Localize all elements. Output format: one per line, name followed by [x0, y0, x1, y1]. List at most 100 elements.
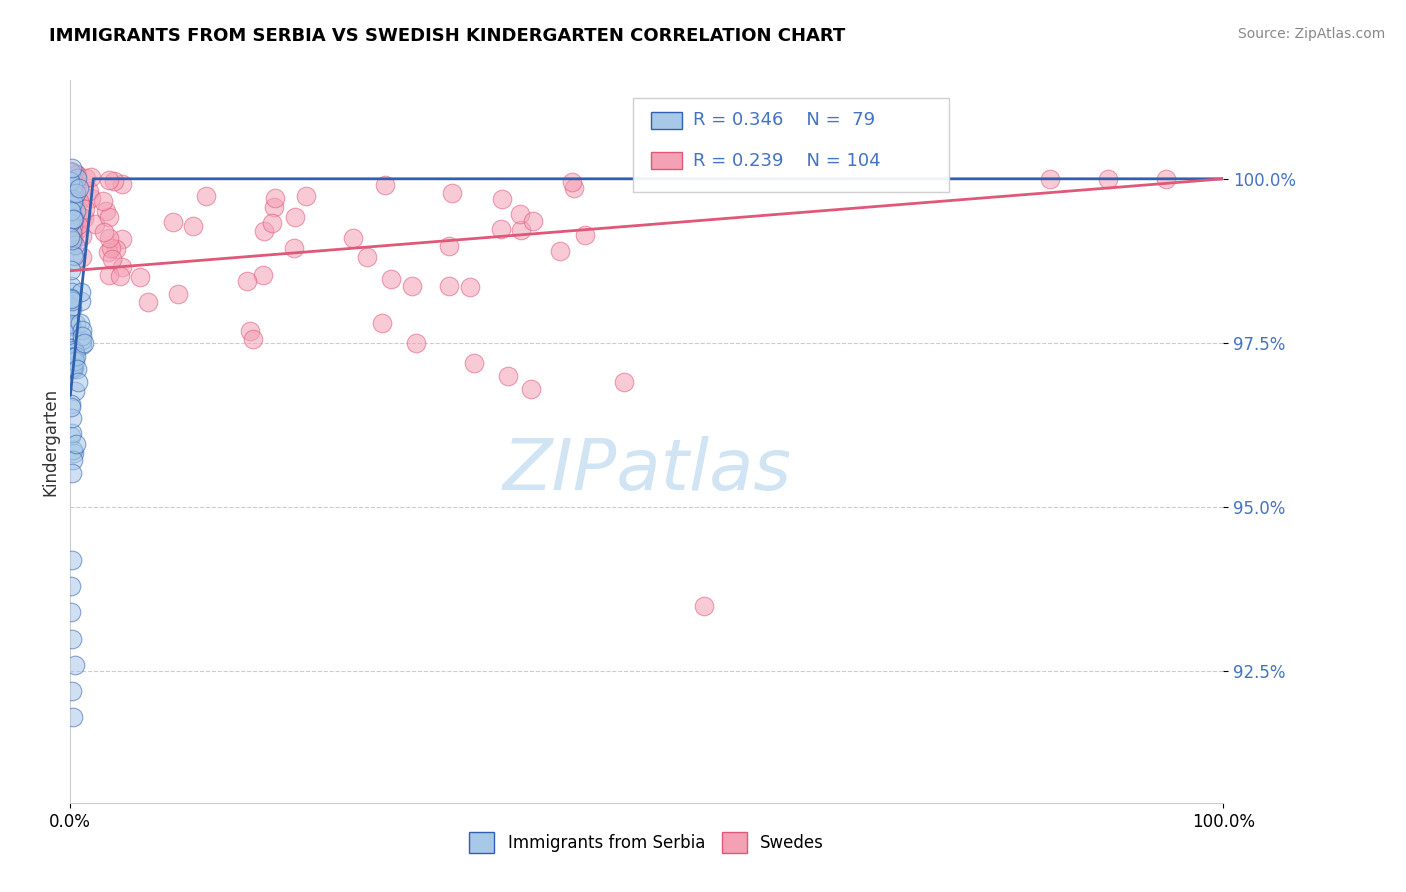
- Point: [104, 243, 127, 257]
- Point: [73, 202, 96, 217]
- Point: [69, 316, 91, 330]
- Point: [62, 180, 84, 194]
- Point: [60, 302, 83, 317]
- Point: [65, 167, 87, 181]
- Point: [97, 268, 120, 282]
- Point: [1097, 171, 1119, 186]
- Point: [59, 211, 82, 225]
- Point: [62, 234, 84, 248]
- Point: [60, 219, 83, 234]
- Point: [693, 599, 716, 613]
- Point: [439, 279, 461, 293]
- Point: [520, 382, 543, 396]
- Point: [70, 333, 93, 347]
- Point: [59, 328, 82, 343]
- Point: [60, 195, 83, 210]
- Point: [253, 224, 276, 238]
- Point: [491, 193, 513, 207]
- Point: [1154, 171, 1177, 186]
- Point: [60, 411, 83, 425]
- Text: ZIPatlas: ZIPatlas: [502, 436, 792, 505]
- Point: [62, 186, 84, 201]
- Point: [97, 244, 120, 259]
- Point: [548, 244, 571, 258]
- Point: [103, 174, 125, 188]
- Point: [242, 332, 264, 346]
- Point: [59, 164, 82, 178]
- Point: [69, 294, 91, 309]
- Point: [62, 212, 84, 227]
- Point: [65, 183, 87, 197]
- Point: [59, 216, 82, 230]
- Point: [264, 191, 287, 205]
- Point: [101, 252, 124, 266]
- Point: [62, 194, 84, 209]
- Point: [77, 184, 100, 198]
- Point: [63, 345, 86, 359]
- Point: [60, 467, 83, 481]
- Point: [96, 204, 118, 219]
- Point: [522, 213, 544, 227]
- Point: [70, 323, 93, 337]
- Point: [613, 376, 636, 390]
- Point: [69, 285, 91, 299]
- Point: [356, 250, 378, 264]
- Point: [63, 343, 86, 358]
- Y-axis label: Kindergarten: Kindergarten: [41, 387, 59, 496]
- Point: [65, 317, 87, 331]
- Point: [60, 425, 83, 440]
- Point: [73, 211, 96, 225]
- Point: [62, 352, 84, 367]
- Point: [252, 268, 274, 283]
- Point: [574, 228, 596, 243]
- Point: [59, 361, 82, 376]
- Point: [60, 186, 83, 200]
- Point: [60, 236, 83, 251]
- Point: [70, 229, 93, 244]
- Point: [65, 437, 87, 451]
- Point: [100, 241, 122, 255]
- Point: [509, 206, 531, 220]
- Point: [63, 253, 86, 268]
- Point: [60, 429, 83, 443]
- Point: [60, 233, 83, 247]
- Point: [162, 215, 184, 229]
- Point: [111, 177, 134, 191]
- Point: [60, 301, 83, 315]
- Point: [79, 170, 101, 185]
- Point: [66, 168, 89, 182]
- Point: [59, 230, 82, 244]
- Point: [63, 384, 86, 399]
- Point: [65, 186, 87, 200]
- Point: [239, 324, 262, 338]
- Point: [440, 186, 463, 201]
- Point: [59, 203, 82, 218]
- Point: [65, 203, 87, 218]
- Point: [195, 189, 218, 203]
- Point: [294, 189, 316, 203]
- Point: [93, 225, 115, 239]
- Point: [60, 228, 83, 243]
- Point: [60, 579, 83, 593]
- Point: [63, 238, 86, 252]
- Point: [60, 684, 83, 698]
- Legend: Immigrants from Serbia, Swedes: Immigrants from Serbia, Swedes: [463, 826, 831, 860]
- Point: [66, 219, 89, 233]
- Point: [458, 280, 481, 294]
- Point: [73, 336, 96, 351]
- Point: [66, 362, 89, 376]
- Point: [62, 211, 84, 226]
- Point: [463, 356, 485, 370]
- Point: [401, 279, 423, 293]
- Point: [437, 239, 460, 253]
- Point: [510, 223, 533, 237]
- Point: [65, 167, 87, 181]
- Point: [60, 553, 83, 567]
- Point: [80, 191, 103, 205]
- Point: [59, 350, 82, 364]
- Point: [63, 197, 86, 211]
- Point: [60, 161, 83, 176]
- Point: [62, 359, 84, 374]
- Point: [60, 262, 83, 277]
- Point: [97, 231, 120, 245]
